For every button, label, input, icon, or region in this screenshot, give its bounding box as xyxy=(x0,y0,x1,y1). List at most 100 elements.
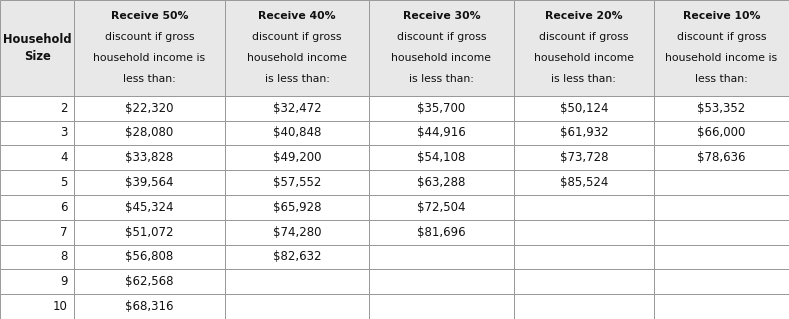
Bar xyxy=(74,145,225,170)
Bar xyxy=(514,145,654,170)
Text: Receive 10%: Receive 10% xyxy=(682,11,761,21)
Bar xyxy=(369,220,514,245)
Text: $56,808: $56,808 xyxy=(125,250,174,263)
Text: Household
Size: Household Size xyxy=(3,33,71,63)
Text: 7: 7 xyxy=(60,226,68,239)
Bar xyxy=(225,0,369,96)
Text: household income is: household income is xyxy=(93,53,206,63)
Bar xyxy=(514,245,654,269)
Bar xyxy=(0,269,74,294)
Bar xyxy=(74,195,225,220)
Text: $82,632: $82,632 xyxy=(273,250,321,263)
Bar xyxy=(654,245,789,269)
Text: is less than:: is less than: xyxy=(552,74,616,85)
Bar xyxy=(74,121,225,145)
Text: Receive 30%: Receive 30% xyxy=(402,11,481,21)
Bar xyxy=(225,96,369,121)
Bar xyxy=(74,170,225,195)
Bar xyxy=(0,145,74,170)
Text: $63,288: $63,288 xyxy=(417,176,466,189)
Text: $49,200: $49,200 xyxy=(273,151,321,164)
Text: household income is: household income is xyxy=(665,53,778,63)
Text: $78,636: $78,636 xyxy=(697,151,746,164)
Text: 6: 6 xyxy=(60,201,68,214)
Bar xyxy=(0,0,74,96)
Bar xyxy=(0,121,74,145)
Bar xyxy=(654,0,789,96)
Bar xyxy=(74,96,225,121)
Text: discount if gross: discount if gross xyxy=(397,32,486,42)
Text: $39,564: $39,564 xyxy=(125,176,174,189)
Bar xyxy=(369,170,514,195)
Text: Receive 40%: Receive 40% xyxy=(258,11,336,21)
Text: $50,124: $50,124 xyxy=(559,102,608,115)
Text: $33,828: $33,828 xyxy=(125,151,174,164)
Bar xyxy=(0,294,74,319)
Text: Receive 50%: Receive 50% xyxy=(110,11,189,21)
Bar xyxy=(0,245,74,269)
Bar xyxy=(225,245,369,269)
Bar xyxy=(654,220,789,245)
Text: $62,568: $62,568 xyxy=(125,275,174,288)
Text: $65,928: $65,928 xyxy=(273,201,321,214)
Text: $44,916: $44,916 xyxy=(417,126,466,139)
Text: $61,932: $61,932 xyxy=(559,126,608,139)
Bar xyxy=(225,145,369,170)
Bar xyxy=(654,269,789,294)
Text: 3: 3 xyxy=(61,126,68,139)
Bar xyxy=(369,96,514,121)
Bar xyxy=(0,96,74,121)
Text: $66,000: $66,000 xyxy=(697,126,746,139)
Text: $35,700: $35,700 xyxy=(417,102,466,115)
Text: 9: 9 xyxy=(60,275,68,288)
Text: discount if gross: discount if gross xyxy=(105,32,194,42)
Text: household income: household income xyxy=(534,53,634,63)
Text: 8: 8 xyxy=(61,250,68,263)
Text: Receive 20%: Receive 20% xyxy=(545,11,623,21)
Text: $54,108: $54,108 xyxy=(417,151,466,164)
Text: $68,316: $68,316 xyxy=(125,300,174,313)
Bar xyxy=(514,269,654,294)
Text: $51,072: $51,072 xyxy=(125,226,174,239)
Text: $85,524: $85,524 xyxy=(559,176,608,189)
Bar xyxy=(514,195,654,220)
Text: $57,552: $57,552 xyxy=(273,176,321,189)
Bar xyxy=(514,0,654,96)
Bar xyxy=(74,245,225,269)
Bar xyxy=(74,220,225,245)
Bar xyxy=(654,170,789,195)
Text: discount if gross: discount if gross xyxy=(677,32,766,42)
Bar xyxy=(654,195,789,220)
Text: $53,352: $53,352 xyxy=(697,102,746,115)
Text: $74,280: $74,280 xyxy=(273,226,321,239)
Bar xyxy=(74,269,225,294)
Text: discount if gross: discount if gross xyxy=(539,32,629,42)
Bar xyxy=(654,96,789,121)
Text: $28,080: $28,080 xyxy=(125,126,174,139)
Bar xyxy=(225,121,369,145)
Text: $40,848: $40,848 xyxy=(273,126,321,139)
Bar xyxy=(74,0,225,96)
Text: discount if gross: discount if gross xyxy=(252,32,342,42)
Text: is less than:: is less than: xyxy=(264,74,330,85)
Text: $72,504: $72,504 xyxy=(417,201,466,214)
Bar xyxy=(369,195,514,220)
Text: 2: 2 xyxy=(60,102,68,115)
Bar xyxy=(654,294,789,319)
Text: 4: 4 xyxy=(60,151,68,164)
Bar xyxy=(369,245,514,269)
Bar xyxy=(369,145,514,170)
Bar xyxy=(225,294,369,319)
Bar xyxy=(225,195,369,220)
Text: $32,472: $32,472 xyxy=(273,102,321,115)
Text: is less than:: is less than: xyxy=(409,74,474,85)
Text: $73,728: $73,728 xyxy=(559,151,608,164)
Bar xyxy=(225,220,369,245)
Text: 10: 10 xyxy=(53,300,68,313)
Bar xyxy=(0,195,74,220)
Bar xyxy=(514,294,654,319)
Text: household income: household income xyxy=(247,53,347,63)
Bar xyxy=(514,220,654,245)
Text: less than:: less than: xyxy=(123,74,176,85)
Bar xyxy=(74,294,225,319)
